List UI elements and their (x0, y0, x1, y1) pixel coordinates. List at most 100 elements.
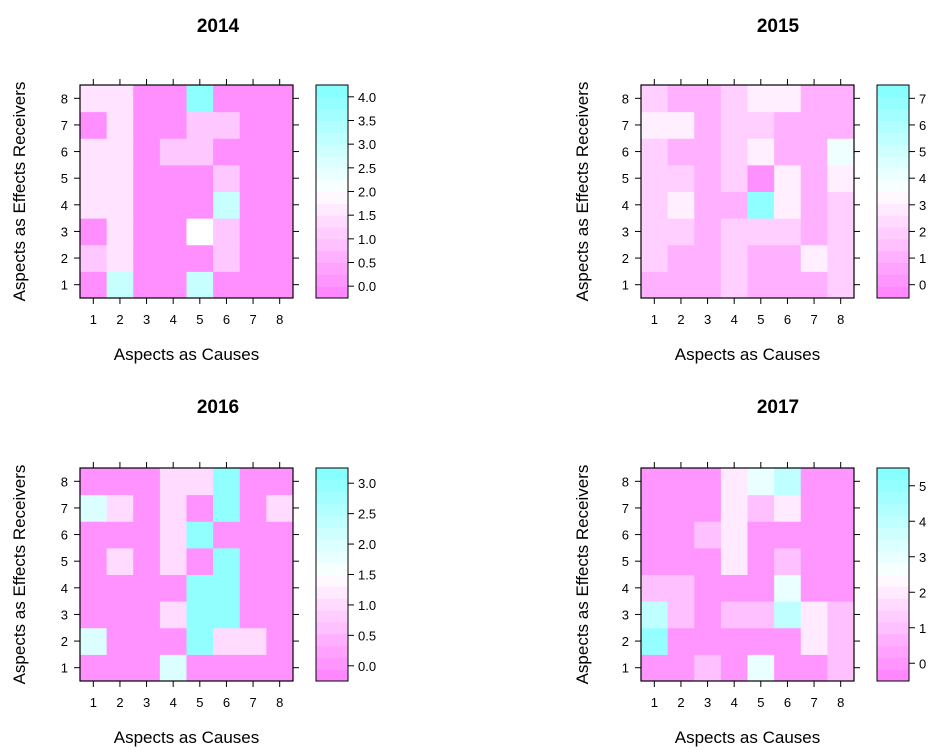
colorbar-segment (877, 144, 909, 156)
y-tick-label: 2 (622, 634, 629, 649)
colorbar-segment (316, 286, 348, 298)
colorbar-segment (316, 132, 348, 144)
x-axis-label: Aspects as Causes (675, 345, 821, 364)
y-axis-label: Aspects as Effects Receivers (573, 82, 592, 302)
heatmap-cell (133, 85, 160, 112)
heatmap-cell (213, 575, 240, 602)
colorbar-tick-label: 2.5 (358, 507, 376, 522)
heatmap-cell (240, 85, 267, 112)
heatmap-cell (774, 192, 801, 219)
heatmap-cell (827, 601, 854, 628)
colorbar-segment (877, 192, 909, 204)
heatmap-cell (641, 112, 668, 139)
x-tick-label: 1 (90, 695, 97, 710)
heatmap-cell (694, 468, 721, 495)
y-tick-label: 3 (622, 607, 629, 622)
colorbar-tick-label: 0.5 (358, 628, 376, 643)
heatmap-cell (721, 112, 748, 139)
heatmap-cell (133, 468, 160, 495)
heatmap-cell (160, 85, 187, 112)
heatmap-cell (240, 112, 267, 139)
colorbar-tick-label: 1 (919, 251, 926, 266)
heatmap-cell (80, 601, 107, 628)
heatmap-cell (694, 165, 721, 192)
x-tick-label: 5 (196, 695, 203, 710)
colorbar-segment (316, 586, 348, 598)
colorbar-segment (877, 109, 909, 121)
x-tick-label: 7 (249, 312, 256, 327)
heatmap-cell (240, 165, 267, 192)
heatmap-cell (774, 521, 801, 548)
heatmap-cell (160, 271, 187, 298)
colorbar-segment (877, 286, 909, 298)
colorbar-segment (316, 468, 348, 480)
heatmap-cell (721, 628, 748, 655)
heatmap-cell (107, 85, 134, 112)
heatmap-cell (240, 495, 267, 522)
colorbar-segment (316, 251, 348, 263)
heatmap-cell (107, 548, 134, 575)
y-tick-label: 2 (61, 251, 68, 266)
heatmap-cell (801, 85, 828, 112)
heatmap-cell (694, 521, 721, 548)
y-tick-label: 8 (61, 91, 68, 106)
heatmap-cell (801, 218, 828, 245)
heatmap-cell (133, 654, 160, 681)
heatmap-cell (801, 112, 828, 139)
heatmap-cell (187, 495, 214, 522)
colorbar-segment (316, 274, 348, 286)
y-axis-label: Aspects as Effects Receivers (10, 82, 29, 302)
y-tick-label: 4 (622, 198, 629, 213)
heatmap-cell (160, 165, 187, 192)
chart-title: 2017 (757, 397, 799, 418)
heatmap-cell (266, 245, 293, 272)
heatmap-cell (187, 654, 214, 681)
colorbar-segment (316, 539, 348, 551)
heatmap-cell (668, 218, 695, 245)
heatmap-cell (160, 548, 187, 575)
heatmap-cell (641, 521, 668, 548)
colorbar-tick-label: 1.0 (358, 598, 376, 613)
heatmap-cell (668, 548, 695, 575)
colorbar-segment (877, 646, 909, 658)
heatmap-cell (774, 548, 801, 575)
heatmap-cell (694, 628, 721, 655)
heatmap-cell (694, 601, 721, 628)
heatmap-cell (748, 575, 775, 602)
colorbar-segment (316, 192, 348, 204)
heatmap-cell (721, 192, 748, 219)
heatmap-cell (641, 601, 668, 628)
x-tick-label: 6 (784, 312, 791, 327)
heatmap-cell (160, 192, 187, 219)
colorbar-segment (877, 156, 909, 168)
colorbar-segment (316, 180, 348, 192)
colorbar: 0 1 2 3 4 5 (877, 468, 926, 682)
heatmap-cell (107, 165, 134, 192)
heatmap-cell (107, 218, 134, 245)
colorbar-segment (877, 480, 909, 492)
heatmap-cell (160, 112, 187, 139)
y-tick-label: 1 (61, 278, 68, 293)
heatmap-cell (80, 165, 107, 192)
colorbar-tick-label: 2 (919, 224, 926, 239)
heatmap-cell (266, 521, 293, 548)
heatmap-cell (107, 495, 134, 522)
colorbar-segment (877, 598, 909, 610)
heatmap-cell (668, 628, 695, 655)
x-tick-label: 2 (116, 695, 123, 710)
x-tick-label: 3 (143, 312, 150, 327)
heatmap-cell (213, 548, 240, 575)
y-tick-label: 5 (61, 171, 68, 186)
heatmap-cell (187, 85, 214, 112)
heatmap-cell (721, 654, 748, 681)
heatmap-cell (240, 521, 267, 548)
heatmap-cell (748, 495, 775, 522)
heatmap-cell (240, 192, 267, 219)
heatmap-cell (641, 628, 668, 655)
colorbar-tick-label: 3.0 (358, 137, 376, 152)
heatmap-cell (721, 601, 748, 628)
colorbar-segment (877, 263, 909, 275)
heatmap-cell (80, 575, 107, 602)
colorbar-segment (877, 227, 909, 239)
heatmap-cell (107, 654, 134, 681)
